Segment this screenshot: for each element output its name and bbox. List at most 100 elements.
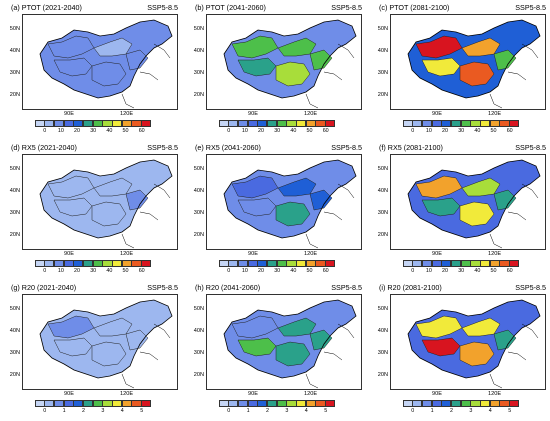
province-region bbox=[493, 49, 517, 71]
colorbar-segment bbox=[276, 120, 287, 127]
colorbar-segment bbox=[499, 120, 510, 127]
longitude-label: 90E bbox=[432, 391, 442, 397]
panel-title: (e) RX5 (2041-2060) bbox=[195, 143, 261, 152]
colorbar-segment bbox=[509, 260, 520, 267]
colorbar-segment bbox=[92, 120, 103, 127]
colorbar-segment bbox=[53, 120, 65, 127]
colorbar-tick: 60 bbox=[506, 128, 513, 134]
colorbar bbox=[34, 120, 152, 128]
province-region bbox=[275, 61, 311, 87]
colorbar-tick: 0 bbox=[411, 268, 415, 274]
province-region bbox=[237, 57, 277, 77]
province-region bbox=[237, 337, 277, 357]
colorbar-tick: 60 bbox=[322, 268, 329, 274]
province-region bbox=[91, 201, 127, 227]
latitude-label: 50N bbox=[9, 26, 20, 32]
province-region bbox=[309, 49, 333, 71]
colorbar-segment bbox=[480, 260, 491, 267]
colorbar-segment bbox=[34, 120, 45, 127]
latitude-label: 50N bbox=[377, 306, 388, 312]
colorbar-segment bbox=[34, 260, 45, 267]
colorbar-tick: 60 bbox=[138, 268, 145, 274]
longitude-label: 120E bbox=[120, 111, 134, 117]
panel-title: (c) PTOT (2081-2100) bbox=[379, 3, 450, 12]
latitude-label: 30N bbox=[9, 350, 20, 356]
colorbar-tick: 4 bbox=[120, 408, 124, 414]
latitude-label: 50N bbox=[193, 26, 204, 32]
province-region bbox=[459, 61, 495, 87]
colorbar-segment bbox=[228, 120, 239, 127]
latitude-label: 50N bbox=[9, 166, 20, 172]
colorbar-segment bbox=[402, 400, 413, 407]
longitude-label: 90E bbox=[248, 251, 258, 257]
colorbar-segment bbox=[102, 260, 113, 267]
colorbar-tick: 40 bbox=[106, 268, 113, 274]
colorbar-segment bbox=[63, 120, 74, 127]
map-panel: (g) R20 (2021-2040) SSP5-8.5 50N 40N 30N 20N 9… bbox=[2, 280, 182, 416]
colorbar-tick: 20 bbox=[258, 268, 265, 274]
colorbar-segment bbox=[325, 120, 336, 127]
colorbar-segment bbox=[489, 400, 500, 407]
longitude-label: 90E bbox=[248, 391, 258, 397]
longitude-label: 120E bbox=[488, 111, 502, 117]
longitude-label: 120E bbox=[120, 391, 134, 397]
colorbar-tick: 5 bbox=[508, 408, 512, 414]
longitude-label: 120E bbox=[120, 251, 134, 257]
latitude-label: 40N bbox=[9, 188, 20, 194]
colorbar-tick: 30 bbox=[458, 128, 465, 134]
colorbar-segment bbox=[266, 120, 278, 127]
colorbar-segment bbox=[315, 400, 326, 407]
province-region bbox=[275, 341, 311, 367]
latitude-label: 20N bbox=[9, 372, 20, 378]
colorbar-segment bbox=[325, 260, 336, 267]
colorbar-segment bbox=[499, 260, 510, 267]
colorbar-segment bbox=[44, 260, 55, 267]
colorbar-segment bbox=[102, 120, 113, 127]
colorbar-segment bbox=[441, 400, 452, 407]
scenario-label: SSP5-8.5 bbox=[147, 143, 178, 152]
panel-title: (b) PTOT (2041-2060) bbox=[195, 3, 266, 12]
colorbar-segment bbox=[218, 400, 229, 407]
panel-title: (a) PTOT (2021-2040) bbox=[11, 3, 82, 12]
longitude-label: 120E bbox=[304, 111, 318, 117]
colorbar-tick: 0 bbox=[227, 408, 231, 414]
colorbar-segment bbox=[53, 400, 65, 407]
colorbar-tick: 30 bbox=[274, 268, 281, 274]
province-region bbox=[275, 201, 311, 227]
colorbar-segment bbox=[102, 400, 113, 407]
colorbar-segment bbox=[266, 400, 278, 407]
country-border bbox=[223, 19, 357, 99]
colorbar bbox=[402, 120, 520, 128]
latitude-label: 30N bbox=[9, 210, 20, 216]
latitude-label: 30N bbox=[193, 350, 204, 356]
colorbar-tick: 3 bbox=[101, 408, 105, 414]
longitude-label: 120E bbox=[304, 391, 318, 397]
colorbar-segment bbox=[73, 260, 84, 267]
colorbar-segment bbox=[112, 120, 123, 127]
colorbar-segment bbox=[247, 120, 258, 127]
colorbar-tick: 0 bbox=[227, 128, 231, 134]
colorbar-segment bbox=[53, 260, 65, 267]
colorbar-tick: 30 bbox=[274, 128, 281, 134]
province-region bbox=[53, 337, 93, 357]
colorbar-tick: 20 bbox=[74, 268, 81, 274]
colorbar-segment bbox=[237, 260, 249, 267]
colorbar-segment bbox=[247, 400, 258, 407]
latitude-label: 20N bbox=[9, 92, 20, 98]
colorbar-tick: 60 bbox=[322, 128, 329, 134]
map-panel: (i) R20 (2081-2100) SSP5-8.5 50N 40N 30N 20N 9… bbox=[370, 280, 550, 416]
latitude-label: 40N bbox=[377, 328, 388, 334]
colorbar-segment bbox=[431, 120, 442, 127]
province-region bbox=[93, 177, 133, 197]
scenario-label: SSP5-8.5 bbox=[331, 283, 362, 292]
province-region bbox=[91, 61, 127, 87]
province-region bbox=[459, 201, 495, 227]
latitude-label: 50N bbox=[377, 166, 388, 172]
colorbar-tick: 50 bbox=[122, 128, 129, 134]
colorbar-segment bbox=[121, 260, 132, 267]
colorbar-segment bbox=[450, 400, 462, 407]
country-border bbox=[407, 159, 541, 239]
colorbar-tick: 2 bbox=[450, 408, 453, 414]
longitude-label: 90E bbox=[64, 251, 74, 257]
